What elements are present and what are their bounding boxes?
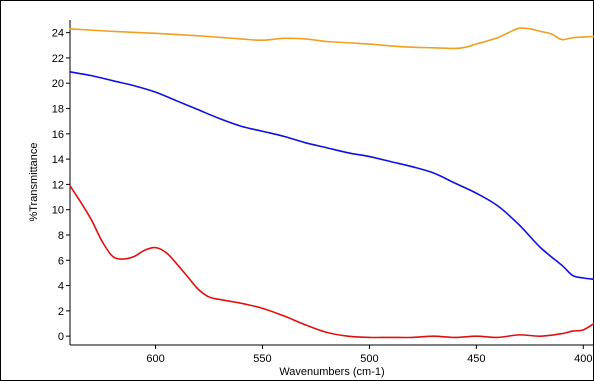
x-tick-label: 600 — [146, 353, 164, 365]
x-tick-label: 500 — [360, 353, 378, 365]
y-tick-label: 0 — [58, 331, 64, 343]
series-line-2 — [69, 71, 594, 281]
x-axis-ticks: 600 550 500 450 400 — [146, 345, 592, 365]
y-tick-label: 8 — [58, 230, 64, 242]
y-tick-label: 4 — [58, 281, 64, 293]
series-group — [69, 27, 594, 339]
y-tick-label: 10 — [52, 205, 64, 217]
series-line-1 — [69, 27, 594, 50]
y-tick-label: 18 — [52, 104, 64, 116]
y-tick-label: 12 — [52, 179, 64, 191]
y-axis-title: %Transmittance — [28, 142, 40, 221]
x-tick-label: 400 — [574, 353, 592, 365]
y-tick-label: 24 — [52, 28, 64, 40]
y-tick-label: 2 — [58, 306, 64, 318]
series-line-3 — [69, 184, 594, 339]
x-tick-label: 450 — [467, 353, 485, 365]
y-tick-label: 22 — [52, 53, 64, 65]
y-tick-label: 20 — [52, 78, 64, 90]
y-tick-label: 6 — [58, 255, 64, 267]
x-axis-title: Wavenumbers (cm-1) — [279, 366, 384, 378]
x-tick-label: 550 — [253, 353, 271, 365]
y-tick-label: 16 — [52, 129, 64, 141]
y-tick-label: 14 — [52, 154, 64, 166]
